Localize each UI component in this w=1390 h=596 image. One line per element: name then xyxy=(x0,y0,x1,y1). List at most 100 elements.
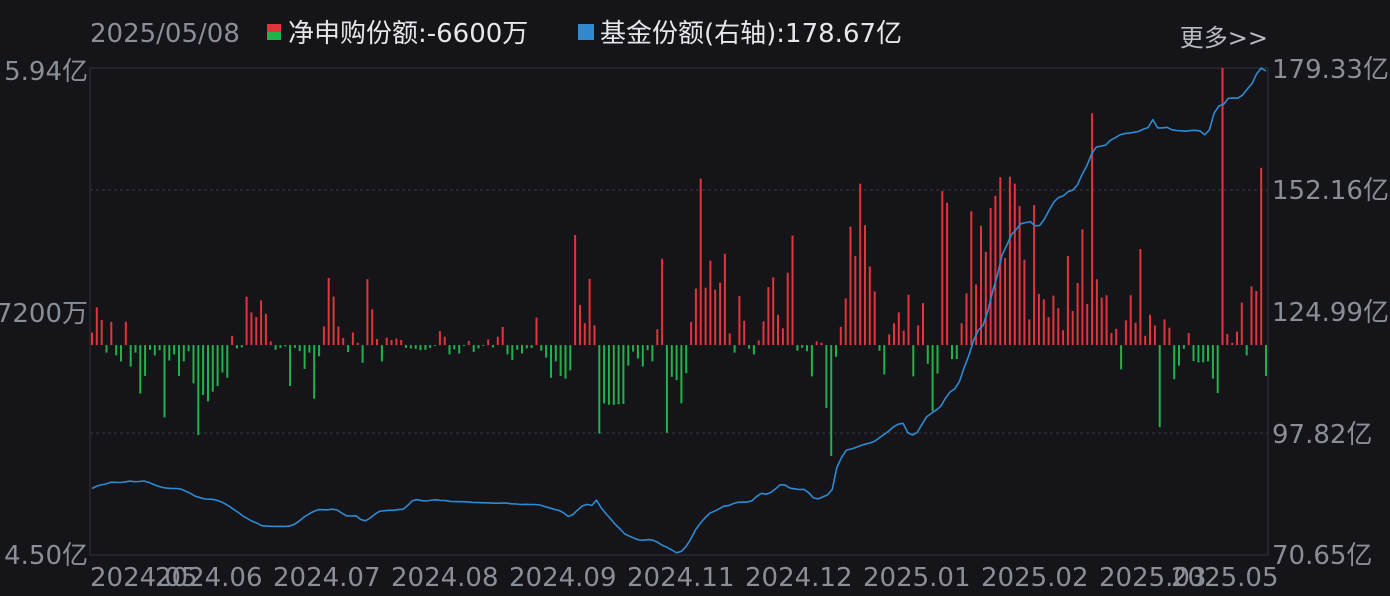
net-purchase-bar xyxy=(723,253,726,346)
net-purchase-bar xyxy=(1236,331,1238,346)
net-purchase-bar xyxy=(284,345,287,347)
net-purchase-bar xyxy=(1095,279,1098,346)
net-purchase-bar xyxy=(453,345,456,350)
net-purchase-bar xyxy=(351,332,354,346)
net-purchase-bar xyxy=(922,303,924,346)
net-purchase-bar xyxy=(559,345,562,376)
net-purchase-bar xyxy=(810,345,813,377)
net-purchase-bar xyxy=(777,314,779,346)
net-purchase-bar xyxy=(612,345,615,405)
x-tick-label: 2024.06 xyxy=(155,563,263,593)
net-purchase-bar xyxy=(149,345,151,350)
net-purchase-bar xyxy=(926,345,929,364)
net-purchase-bar xyxy=(1115,328,1118,346)
net-purchase-bar xyxy=(1139,249,1142,346)
net-purchase-bar xyxy=(414,345,417,349)
net-purchase-bar xyxy=(951,345,953,360)
legend-fund-share: 基金份额(右轴):178.67亿 xyxy=(600,19,902,49)
net-purchase-bar xyxy=(245,296,248,346)
net-purchase-bar xyxy=(878,345,881,351)
net-purchase-bar xyxy=(994,195,997,346)
net-purchase-bar xyxy=(1250,286,1253,346)
net-purchase-bar xyxy=(443,336,446,346)
net-purchase-bar xyxy=(1207,345,1209,362)
net-purchase-bar xyxy=(506,345,509,355)
net-purchase-legend-swatch-green xyxy=(267,32,281,40)
net-purchase-bar xyxy=(752,345,755,355)
net-purchase-bar xyxy=(545,345,548,358)
net-purchase-bar xyxy=(825,345,828,409)
net-purchase-bar xyxy=(791,235,794,346)
net-purchase-bar xyxy=(646,345,649,351)
net-purchase-bar xyxy=(1105,295,1108,346)
net-purchase-bar xyxy=(1071,311,1074,346)
x-tick-label: 2025.05 xyxy=(1171,563,1279,593)
x-tick-label: 2024.07 xyxy=(273,563,381,593)
net-purchase-bar xyxy=(525,345,528,349)
net-purchase-bar xyxy=(603,345,606,404)
net-purchase-bar xyxy=(492,345,494,348)
net-purchase-bar xyxy=(699,178,702,346)
net-purchase-bar xyxy=(1245,345,1248,356)
net-purchase-bar xyxy=(931,345,934,412)
net-purchase-bar xyxy=(187,345,190,352)
net-purchase-bar xyxy=(308,345,311,353)
net-purchase-bar xyxy=(588,278,591,345)
net-purchase-bar xyxy=(250,312,253,346)
net-purchase-bar xyxy=(91,332,93,346)
net-purchase-bar xyxy=(1216,345,1219,394)
net-purchase-bar xyxy=(680,345,683,404)
net-purchase-bar xyxy=(656,329,659,346)
net-purchase-bar xyxy=(380,345,383,362)
legend-net-purchase: 净申购份额:-6600万 xyxy=(288,19,528,49)
more-link[interactable]: 更多>> xyxy=(1180,24,1268,52)
net-purchase-bar xyxy=(1076,283,1079,345)
net-purchase-bar xyxy=(158,345,161,351)
left-tick-label: 7200万 xyxy=(0,299,88,329)
right-tick-label: 152.16亿 xyxy=(1272,176,1389,206)
net-purchase-bar xyxy=(129,345,132,367)
net-purchase-bar xyxy=(835,345,837,357)
net-purchase-bar xyxy=(815,341,818,346)
net-purchase-bar xyxy=(1192,345,1195,361)
net-purchase-bar xyxy=(844,298,847,345)
net-purchase-bar xyxy=(448,345,451,355)
net-purchase-bar xyxy=(632,345,635,352)
net-purchase-bar xyxy=(636,345,639,359)
net-purchase-bar xyxy=(550,345,552,378)
net-purchase-bar xyxy=(1202,345,1205,363)
net-purchase-bar xyxy=(781,328,784,346)
net-purchase-bar xyxy=(719,282,722,346)
net-purchase-bar xyxy=(598,345,601,434)
net-purchase-bar xyxy=(873,291,876,345)
net-purchase-bar xyxy=(197,345,200,436)
net-purchase-bar xyxy=(579,305,581,346)
net-purchase-bar xyxy=(1255,291,1258,346)
net-purchase-bar xyxy=(965,293,968,346)
net-purchase-bar xyxy=(327,277,330,346)
net-purchase-bar xyxy=(733,345,736,353)
net-purchase-bar xyxy=(694,288,697,345)
net-purchase-bar xyxy=(1134,322,1137,346)
net-purchase-bar xyxy=(318,345,321,357)
net-purchase-bar xyxy=(907,294,910,346)
net-purchase-bar xyxy=(371,309,374,346)
net-purchase-bar xyxy=(1158,345,1161,428)
net-purchase-bar xyxy=(395,338,398,346)
net-purchase-bar xyxy=(313,345,316,399)
net-purchase-bar xyxy=(173,345,176,355)
net-purchase-bar xyxy=(293,345,296,348)
net-purchase-bar xyxy=(728,333,731,346)
net-purchase-bar xyxy=(941,191,944,345)
net-purchase-bar xyxy=(400,340,403,346)
net-purchase-bar xyxy=(521,345,523,354)
net-purchase-bar xyxy=(984,251,987,346)
x-tick-label: 2024.05 xyxy=(90,563,198,593)
net-purchase-bar xyxy=(607,345,610,405)
net-purchase-bar xyxy=(255,317,258,346)
net-purchase-bar xyxy=(1265,345,1267,376)
plot-frame xyxy=(89,67,1269,556)
net-purchase-bar xyxy=(342,338,345,346)
net-purchase-bar xyxy=(893,323,895,346)
